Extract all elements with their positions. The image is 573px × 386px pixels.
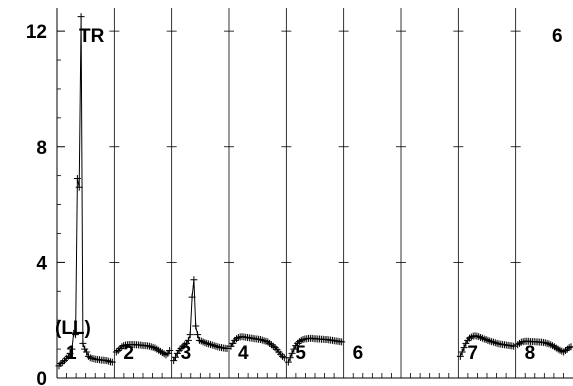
data-point-marker (212, 342, 220, 350)
series-group (55, 13, 573, 370)
data-point-marker (280, 354, 288, 362)
data-point-marker (286, 354, 294, 362)
data-point-marker (192, 322, 200, 330)
data-point-marker (68, 345, 76, 353)
annotation-top-left: TR (79, 26, 105, 47)
data-point-marker (284, 358, 292, 366)
data-point-marker (338, 338, 346, 346)
data-point-marker (103, 357, 111, 365)
data-point-marker (184, 336, 192, 344)
y-tick-label: 4 (36, 253, 47, 274)
data-point-marker (210, 342, 218, 350)
data-point-marker (77, 13, 85, 21)
data-point-marker (145, 342, 153, 350)
data-point-marker (105, 357, 113, 365)
data-point-marker (258, 336, 266, 344)
data-point-marker (456, 352, 464, 360)
panel-label: 6 (353, 343, 364, 364)
data-point-marker (206, 340, 214, 348)
annotation-left-mid: (LL) (55, 318, 91, 339)
data-point-marker (73, 175, 81, 183)
data-point-marker (510, 342, 518, 350)
panel-label: 8 (525, 343, 536, 364)
data-point-marker (214, 343, 222, 351)
panel-labels: 1 2 3 4 5 6 7 8 (66, 343, 535, 364)
y-axis (56, 8, 573, 379)
data-point-marker (458, 348, 466, 356)
data-point-marker (66, 349, 74, 357)
data-point-marker (288, 349, 296, 357)
series-line-panel-1 (58, 16, 113, 367)
data-point-marker (194, 331, 202, 339)
data-point-marker (491, 339, 499, 347)
panel-label: 4 (238, 343, 249, 364)
annotation-top-right: 6 (552, 26, 563, 47)
data-point-marker (223, 345, 231, 353)
data-point-marker (208, 341, 216, 349)
data-point-marker (72, 331, 80, 339)
y-tick-label: 0 (36, 369, 47, 386)
data-point-marker (186, 331, 194, 339)
data-point-marker (83, 348, 91, 356)
data-point-marker (166, 347, 174, 355)
panel-label: 3 (181, 343, 192, 364)
y-tick-label: 8 (36, 138, 47, 159)
data-point-marker (460, 344, 468, 352)
data-point-marker (489, 338, 497, 346)
data-point-marker (190, 276, 198, 284)
data-point-marker (172, 353, 180, 361)
data-point-marker (170, 357, 178, 365)
data-point-marker (256, 336, 264, 344)
data-point-marker (75, 183, 83, 191)
data-point-marker (108, 358, 116, 366)
data-point-marker (79, 339, 87, 347)
y-tick-label: 12 (26, 22, 47, 43)
gridlines (66, 8, 564, 378)
panel-label: 1 (66, 343, 77, 364)
panel-label: 2 (123, 343, 134, 364)
data-point-marker (493, 339, 501, 347)
panel-label: 7 (467, 343, 478, 364)
panel-label: 5 (295, 343, 306, 364)
data-point-marker (188, 293, 196, 301)
data-point-marker (567, 343, 573, 351)
